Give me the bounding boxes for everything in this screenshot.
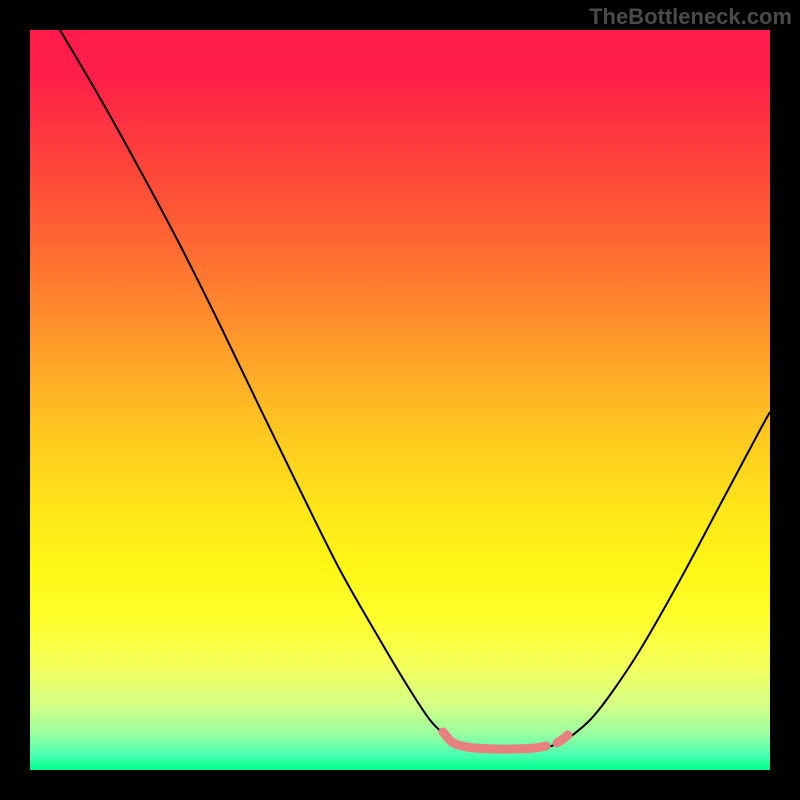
performance-curve <box>60 30 770 748</box>
valley-marker-segment <box>557 735 568 743</box>
watermark-text: TheBottleneck.com <box>589 4 792 30</box>
plot-area <box>30 30 770 770</box>
valley-marker-segment <box>443 732 546 749</box>
bottleneck-curve-chart <box>30 30 770 770</box>
valley-highlight-markers <box>443 732 568 749</box>
